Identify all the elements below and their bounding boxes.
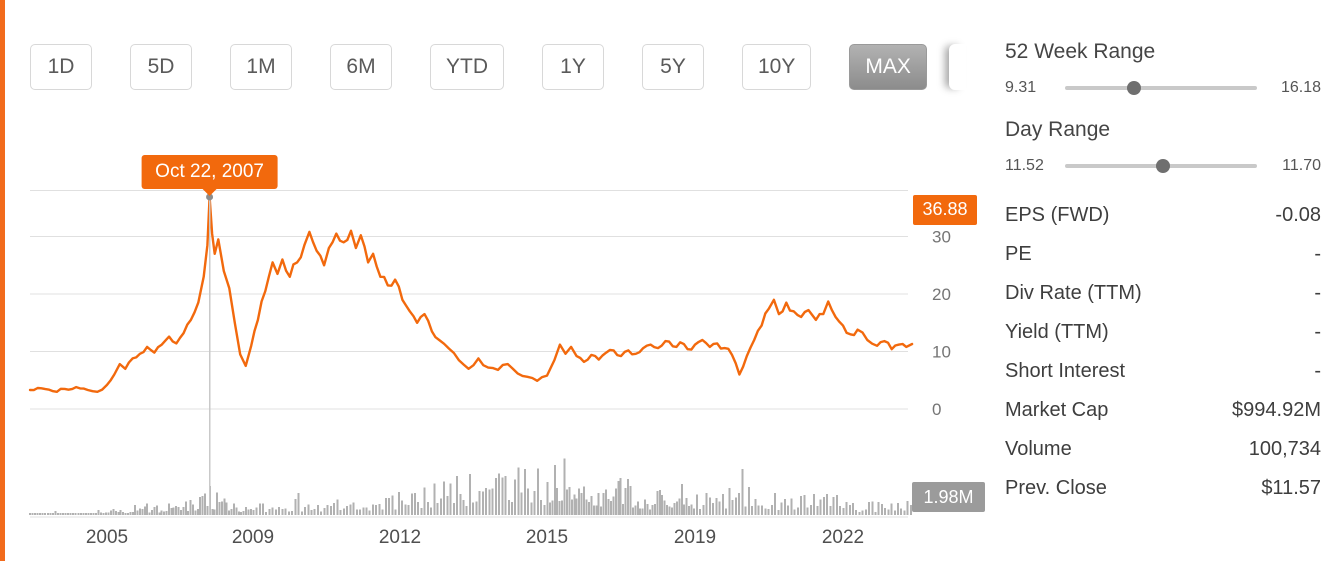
52-week-range-knob[interactable] (1127, 81, 1142, 95)
stat-label-pe: PE (1005, 243, 1032, 265)
day-range-slider: 11.52 11.70 (1005, 157, 1321, 174)
stat-value-div-rate-ttm: - (1314, 282, 1321, 304)
stat-row-eps-fwd: EPS (FWD) -0.08 (1005, 196, 1321, 235)
stat-label-volume: Volume (1005, 438, 1072, 460)
volume-badge: 1.98M (912, 482, 985, 512)
stat-label-yield-ttm: Yield (TTM) (1005, 321, 1109, 343)
stat-label-eps-fwd: EPS (FWD) (1005, 204, 1110, 226)
52-week-low-value: 9.31 (1005, 79, 1037, 96)
range-button-5y[interactable]: 5Y (642, 44, 704, 90)
volume-bars (29, 458, 912, 515)
stat-row-volume: Volume 100,734 (1005, 430, 1321, 469)
stat-label-div-rate-ttm: Div Rate (TTM) (1005, 282, 1142, 304)
tooltip-date: Oct 22, 2007 (155, 161, 264, 182)
stat-row-prev-close: Prev. Close $11.57 (1005, 469, 1321, 508)
range-button-ytd[interactable]: YTD (430, 44, 504, 90)
52-week-range-track[interactable] (1065, 81, 1257, 95)
price-volume-chart[interactable]: 0 10 20 30 2005 2009 2012 2015 2019 2022 (0, 0, 990, 561)
52-week-high-value: 16.18 (1280, 79, 1321, 96)
stat-row-pe: PE - (1005, 235, 1321, 274)
y-axis-label: 0 (932, 400, 941, 419)
key-stats-list: EPS (FWD) -0.08 PE - Div Rate (TTM) - Yield (T… (1005, 196, 1321, 508)
x-axis-label: 2015 (526, 527, 568, 548)
day-low-value: 11.52 (1005, 157, 1044, 174)
day-range-knob[interactable] (1155, 159, 1170, 173)
y-axis-label: 30 (932, 228, 951, 247)
stat-value-prev-close: $11.57 (1261, 477, 1321, 499)
price-line (28, 195, 914, 393)
52-week-range-slider: 9.31 16.18 (1005, 79, 1321, 96)
day-range-title: Day Range (1005, 118, 1111, 141)
stat-value-volume: 100,734 (1248, 438, 1321, 460)
range-button-6m[interactable]: 6M (330, 44, 392, 90)
range-button-1d[interactable]: 1D (30, 44, 92, 90)
left-accent-bar (0, 0, 5, 561)
y-axis-label: 20 (932, 285, 951, 304)
stat-row-div-rate-ttm: Div Rate (TTM) - (1005, 274, 1321, 313)
x-axis-label: 2022 (822, 527, 864, 548)
stat-label-short-interest: Short Interest (1005, 360, 1126, 382)
stat-value-eps-fwd: -0.08 (1275, 204, 1321, 226)
stat-value-pe: - (1314, 243, 1321, 265)
range-button-1y[interactable]: 1Y (542, 44, 604, 90)
range-button-max[interactable]: MAX (849, 44, 927, 90)
day-range-track[interactable] (1065, 159, 1257, 173)
range-button-1m[interactable]: 1M (230, 44, 292, 90)
time-range-selector: 1D 5D 1M 6M YTD 1Y 5Y 10Y MAX (30, 44, 927, 90)
stat-row-short-interest: Short Interest - (1005, 352, 1321, 391)
x-axis-label: 2019 (674, 527, 716, 548)
last-price-badge: 36.88 (913, 194, 977, 225)
y-axis-label: 10 (932, 343, 951, 362)
52-week-range-title: 52 Week Range (1005, 40, 1156, 63)
day-high-value: 11.70 (1282, 157, 1321, 174)
range-button-5d[interactable]: 5D (130, 44, 192, 90)
x-axis-label: 2012 (379, 527, 421, 548)
stat-row-yield-ttm: Yield (TTM) - (1005, 313, 1321, 352)
x-axis-label: 2005 (86, 527, 128, 548)
stat-value-short-interest: - (1314, 360, 1321, 382)
stat-row-market-cap: Market Cap $994.92M (1005, 391, 1321, 430)
stat-value-yield-ttm: - (1314, 321, 1321, 343)
chart-tooltip: Oct 22, 2007 (141, 155, 278, 196)
stat-value-market-cap: $994.92M (1232, 399, 1321, 421)
range-button-10y[interactable]: 10Y (742, 44, 812, 90)
range-button-partial[interactable] (949, 44, 966, 90)
stat-label-market-cap: Market Cap (1005, 399, 1109, 421)
key-stats-panel: 52 Week Range 9.31 16.18 Day Range 11.52… (1005, 40, 1321, 508)
stat-label-prev-close: Prev. Close (1005, 477, 1107, 499)
x-axis-label: 2009 (232, 527, 274, 548)
